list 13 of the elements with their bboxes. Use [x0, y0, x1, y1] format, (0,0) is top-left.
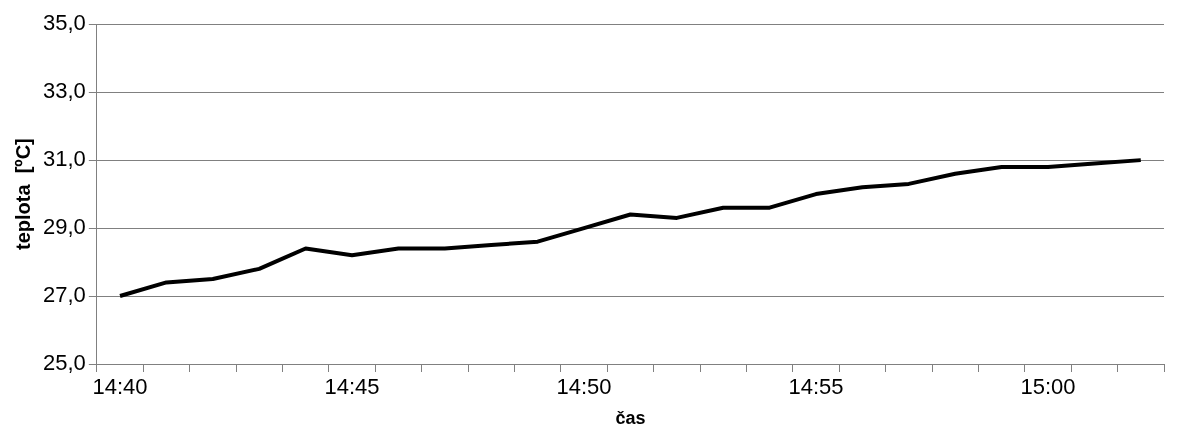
x-tick-label: 15:00: [1020, 374, 1076, 400]
y-tick-label: 29,0: [42, 214, 86, 240]
y-axis-title: teplota [ºC]: [11, 138, 34, 250]
x-tick-label: 14:45: [324, 374, 380, 400]
y-tick-label: 33,0: [42, 78, 86, 104]
x-tick-label: 14:50: [556, 374, 612, 400]
y-tick-label: 35,0: [42, 10, 86, 36]
x-tick-label: 14:40: [92, 374, 148, 400]
x-tick-label: 14:55: [788, 374, 844, 400]
y-tick-label: 25,0: [42, 350, 86, 376]
y-tick-label: 27,0: [42, 282, 86, 308]
x-axis-title: čas: [615, 408, 646, 429]
y-tick-label: 31,0: [42, 146, 86, 172]
